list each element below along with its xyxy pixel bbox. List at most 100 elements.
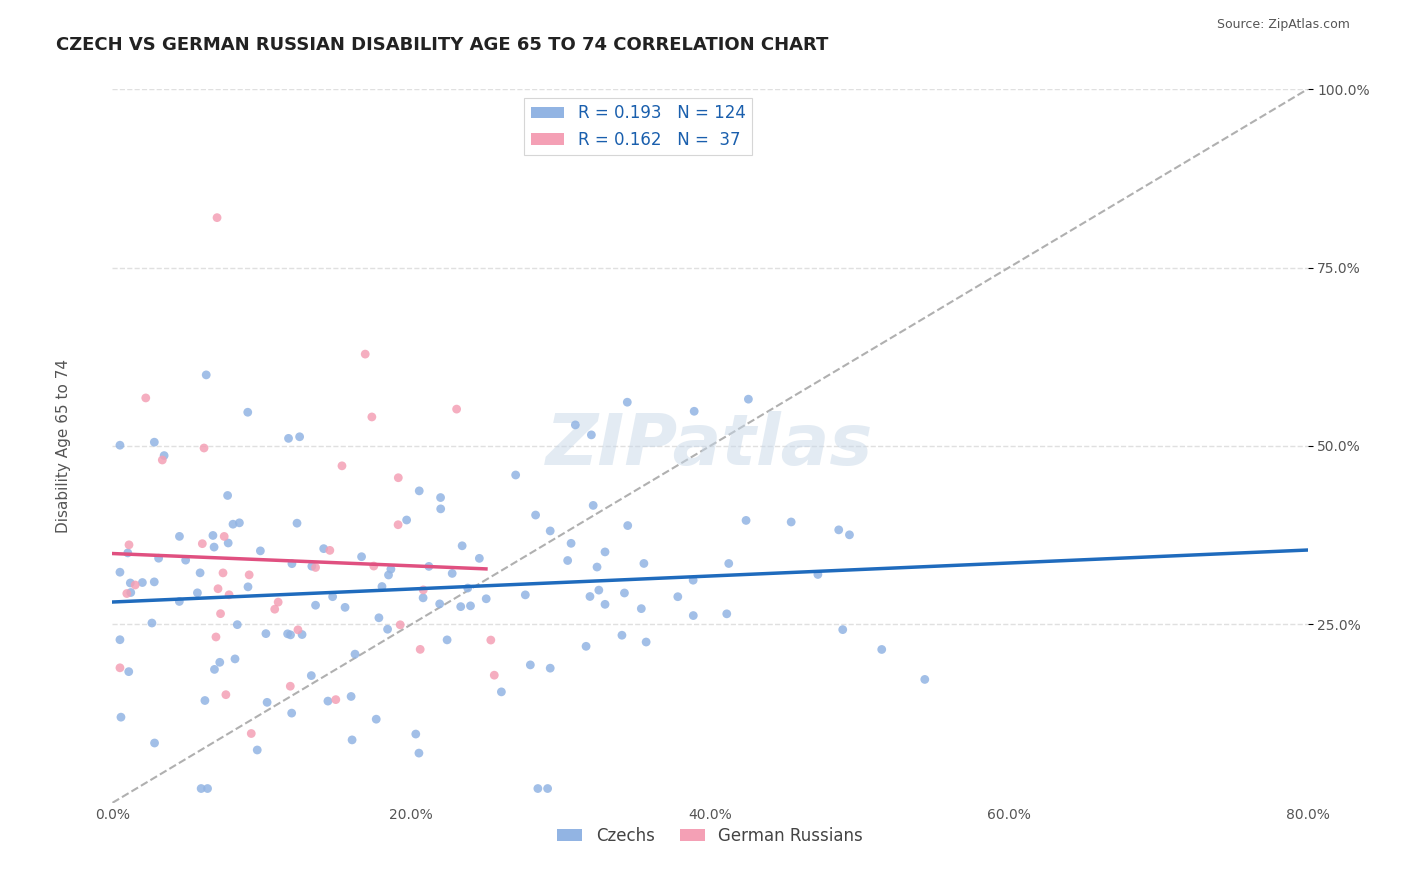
- Point: [408, 483, 430, 498]
- Point: [538, 524, 561, 538]
- Point: [204, 662, 226, 676]
- Point: [240, 726, 263, 740]
- Point: [557, 553, 579, 567]
- Point: [236, 580, 259, 594]
- Point: [682, 608, 704, 623]
- Point: [249, 544, 271, 558]
- Point: [212, 529, 235, 543]
- Point: [205, 630, 228, 644]
- Point: [716, 607, 738, 621]
- Point: [436, 632, 458, 647]
- Point: [387, 517, 409, 532]
- Point: [536, 781, 558, 796]
- Point: [366, 712, 388, 726]
- Point: [120, 576, 142, 591]
- Point: [409, 642, 432, 657]
- Point: [208, 655, 231, 669]
- Point: [280, 706, 302, 720]
- Point: [363, 559, 385, 574]
- Point: [174, 553, 197, 567]
- Point: [340, 732, 363, 747]
- Point: [120, 585, 142, 599]
- Point: [564, 417, 586, 432]
- Point: [263, 602, 285, 616]
- Point: [169, 529, 191, 543]
- Point: [108, 438, 131, 452]
- Point: [195, 368, 218, 382]
- Point: [110, 710, 132, 724]
- Point: [118, 538, 141, 552]
- Point: [380, 562, 402, 576]
- Point: [194, 693, 217, 707]
- Point: [108, 632, 131, 647]
- Legend: Czechs, German Russians: Czechs, German Russians: [551, 821, 869, 852]
- Point: [191, 536, 214, 550]
- Point: [281, 557, 304, 571]
- Point: [575, 640, 598, 654]
- Point: [586, 560, 609, 574]
- Point: [441, 566, 464, 581]
- Point: [475, 591, 498, 606]
- Point: [579, 590, 602, 604]
- Point: [322, 590, 344, 604]
- Point: [418, 559, 440, 574]
- Point: [429, 491, 451, 505]
- Text: CZECH VS GERMAN RUSSIAN DISABILITY AGE 65 TO 74 CORRELATION CHART: CZECH VS GERMAN RUSSIAN DISABILITY AGE 6…: [56, 36, 828, 54]
- Point: [450, 599, 472, 614]
- Point: [515, 588, 537, 602]
- Point: [630, 601, 652, 615]
- Point: [143, 435, 166, 450]
- Point: [117, 546, 139, 560]
- Point: [870, 642, 893, 657]
- Point: [108, 565, 131, 579]
- Point: [291, 627, 314, 641]
- Point: [354, 347, 377, 361]
- Point: [288, 430, 311, 444]
- Point: [301, 559, 323, 574]
- Point: [468, 551, 491, 566]
- Point: [108, 661, 131, 675]
- Point: [377, 568, 399, 582]
- Point: [717, 557, 740, 571]
- Point: [484, 668, 506, 682]
- Point: [588, 583, 610, 598]
- Point: [593, 597, 616, 611]
- Point: [446, 402, 468, 417]
- Point: [735, 513, 758, 527]
- Point: [389, 617, 412, 632]
- Point: [560, 536, 582, 550]
- Point: [215, 688, 238, 702]
- Point: [828, 523, 851, 537]
- Point: [582, 499, 605, 513]
- Text: Disability Age 65 to 74: Disability Age 65 to 74: [56, 359, 70, 533]
- Point: [914, 673, 936, 687]
- Point: [838, 528, 860, 542]
- Point: [312, 541, 335, 556]
- Point: [277, 431, 299, 445]
- Point: [224, 652, 246, 666]
- Text: Source: ZipAtlas.com: Source: ZipAtlas.com: [1216, 18, 1350, 31]
- Point: [593, 545, 616, 559]
- Point: [616, 395, 638, 409]
- Point: [207, 582, 229, 596]
- Point: [831, 623, 853, 637]
- Point: [330, 458, 353, 473]
- Point: [460, 599, 482, 613]
- Point: [209, 607, 232, 621]
- Point: [280, 628, 302, 642]
- Point: [226, 617, 249, 632]
- Point: [491, 685, 513, 699]
- Text: ZIPatlas: ZIPatlas: [547, 411, 873, 481]
- Point: [683, 404, 706, 418]
- Point: [197, 781, 219, 796]
- Point: [360, 409, 382, 424]
- Point: [143, 574, 166, 589]
- Point: [212, 566, 235, 580]
- Point: [141, 615, 163, 630]
- Point: [581, 428, 603, 442]
- Point: [186, 586, 208, 600]
- Point: [371, 580, 394, 594]
- Point: [228, 516, 250, 530]
- Point: [451, 539, 474, 553]
- Point: [412, 591, 434, 605]
